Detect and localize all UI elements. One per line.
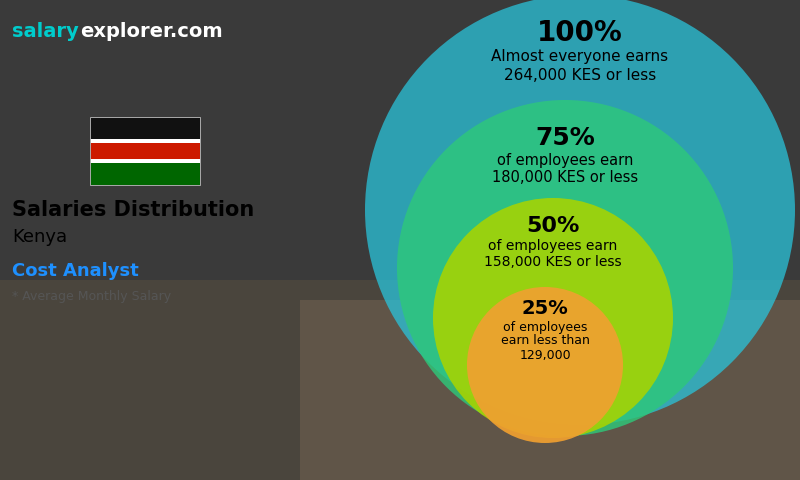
Bar: [90, 143, 200, 163]
Text: Kenya: Kenya: [12, 228, 67, 246]
Text: 25%: 25%: [522, 300, 568, 319]
Text: 180,000 KES or less: 180,000 KES or less: [492, 170, 638, 185]
Bar: [300, 300, 800, 480]
Text: 100%: 100%: [537, 19, 623, 47]
Text: earn less than: earn less than: [501, 335, 590, 348]
Bar: [90, 117, 200, 139]
Text: Salaries Distribution: Salaries Distribution: [12, 200, 254, 220]
Text: of employees earn: of employees earn: [497, 153, 633, 168]
Text: 75%: 75%: [535, 126, 595, 150]
Circle shape: [365, 0, 795, 425]
Bar: [90, 139, 200, 143]
Text: Almost everyone earns: Almost everyone earns: [491, 49, 669, 64]
Text: salary: salary: [12, 22, 78, 41]
Circle shape: [433, 198, 673, 438]
Text: of employees: of employees: [503, 321, 587, 334]
Bar: [90, 159, 200, 163]
Text: * Average Monthly Salary: * Average Monthly Salary: [12, 290, 171, 303]
Text: of employees earn: of employees earn: [488, 239, 618, 253]
Text: 158,000 KES or less: 158,000 KES or less: [484, 255, 622, 269]
Text: 264,000 KES or less: 264,000 KES or less: [504, 68, 656, 83]
Bar: [90, 163, 200, 185]
Text: Cost Analyst: Cost Analyst: [12, 262, 138, 280]
Bar: [90, 117, 200, 185]
Circle shape: [467, 287, 623, 443]
Text: 129,000: 129,000: [519, 348, 571, 361]
Text: explorer.com: explorer.com: [80, 22, 222, 41]
Bar: [0, 280, 800, 480]
Text: 50%: 50%: [526, 216, 580, 236]
Circle shape: [397, 100, 733, 436]
